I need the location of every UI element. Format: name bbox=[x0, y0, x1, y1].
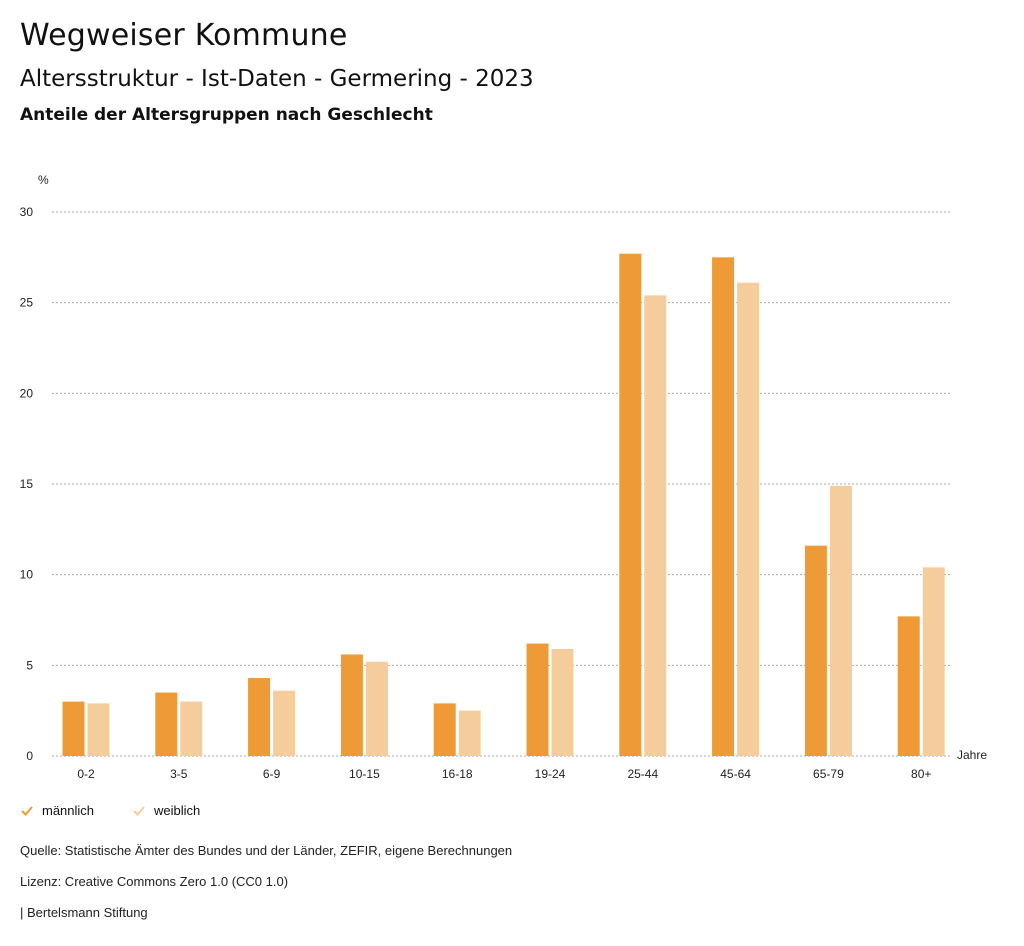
bar-maennlich[interactable] bbox=[619, 253, 642, 756]
label-layer: 0 5 10 15 20 25 30% Jahre 0-2 3-5 6-9 10-15 16-18 19-… bbox=[20, 173, 988, 781]
x-tick-label: 45-64 bbox=[720, 767, 751, 781]
brand-note: | Bertelsmann Stiftung bbox=[20, 905, 148, 920]
y-tick-label: 10 bbox=[20, 568, 34, 582]
x-tick-label: 65-79 bbox=[813, 767, 844, 781]
bar-maennlich[interactable] bbox=[804, 545, 827, 756]
check-icon bbox=[133, 805, 145, 816]
bar-maennlich[interactable] bbox=[897, 616, 920, 756]
bar-weiblich[interactable] bbox=[458, 710, 481, 756]
bar-weiblich[interactable] bbox=[737, 282, 760, 756]
y-tick-label: 15 bbox=[20, 477, 34, 491]
bar-maennlich[interactable] bbox=[712, 257, 735, 756]
x-tick-label: 25-44 bbox=[627, 767, 658, 781]
bar-chart: 0 5 10 15 20 25 30% Jahre 0-2 3-5 6-9 10-15 16-18 19-… bbox=[20, 173, 988, 781]
y-tick-label: 5 bbox=[26, 658, 33, 672]
x-axis-unit: Jahre bbox=[957, 748, 987, 762]
x-tick-label: 80+ bbox=[911, 767, 931, 781]
x-tick-label: 19-24 bbox=[535, 767, 566, 781]
bar-weiblich[interactable] bbox=[829, 485, 852, 756]
legend: männlich weiblich bbox=[20, 803, 200, 818]
legend-label-weiblich: weiblich bbox=[154, 803, 201, 818]
bar-maennlich[interactable] bbox=[248, 678, 271, 756]
source-note: Quelle: Statistische Ämter des Bundes un… bbox=[20, 843, 513, 858]
legend-label-maennlich: männlich bbox=[42, 803, 95, 818]
bar-maennlich[interactable] bbox=[340, 654, 363, 756]
bar-maennlich[interactable] bbox=[62, 701, 85, 756]
x-tick-label: 16-18 bbox=[442, 767, 473, 781]
bar-weiblich[interactable] bbox=[87, 703, 110, 756]
x-tick-label: 10-15 bbox=[349, 767, 380, 781]
y-tick-label: 30 bbox=[20, 205, 34, 219]
y-axis-unit: % bbox=[38, 173, 49, 187]
bar-weiblich[interactable] bbox=[644, 295, 667, 756]
x-tick-label: 0-2 bbox=[77, 767, 95, 781]
license-note: Lizenz: Creative Commons Zero 1.0 (CC0 1… bbox=[20, 874, 289, 889]
bar-weiblich[interactable] bbox=[365, 661, 388, 756]
bar-layer bbox=[62, 253, 945, 756]
chart-heading: Anteile der Altersgruppen nach Geschlech… bbox=[20, 105, 433, 125]
bar-weiblich[interactable] bbox=[551, 649, 574, 756]
y-tick-label: 20 bbox=[20, 386, 34, 400]
check-icon bbox=[21, 805, 33, 816]
grid-layer bbox=[52, 211, 952, 757]
y-tick-label: 25 bbox=[20, 296, 34, 310]
x-tick-label: 3-5 bbox=[170, 767, 188, 781]
bar-maennlich[interactable] bbox=[155, 692, 178, 756]
legend-item-weiblich[interactable]: weiblich bbox=[132, 803, 200, 818]
y-tick-label: 0 bbox=[26, 749, 33, 763]
page-title: Wegweiser Kommune bbox=[20, 18, 348, 53]
legend-item-maennlich[interactable]: männlich bbox=[20, 803, 94, 818]
x-tick-label: 6-9 bbox=[263, 767, 281, 781]
bar-maennlich[interactable] bbox=[526, 643, 549, 756]
bar-maennlich[interactable] bbox=[433, 703, 456, 756]
bar-weiblich[interactable] bbox=[180, 701, 203, 756]
chart-subtitle: Altersstruktur - Ist-Daten - Germering -… bbox=[20, 66, 534, 92]
bar-weiblich[interactable] bbox=[922, 567, 945, 756]
bar-weiblich[interactable] bbox=[273, 690, 296, 756]
